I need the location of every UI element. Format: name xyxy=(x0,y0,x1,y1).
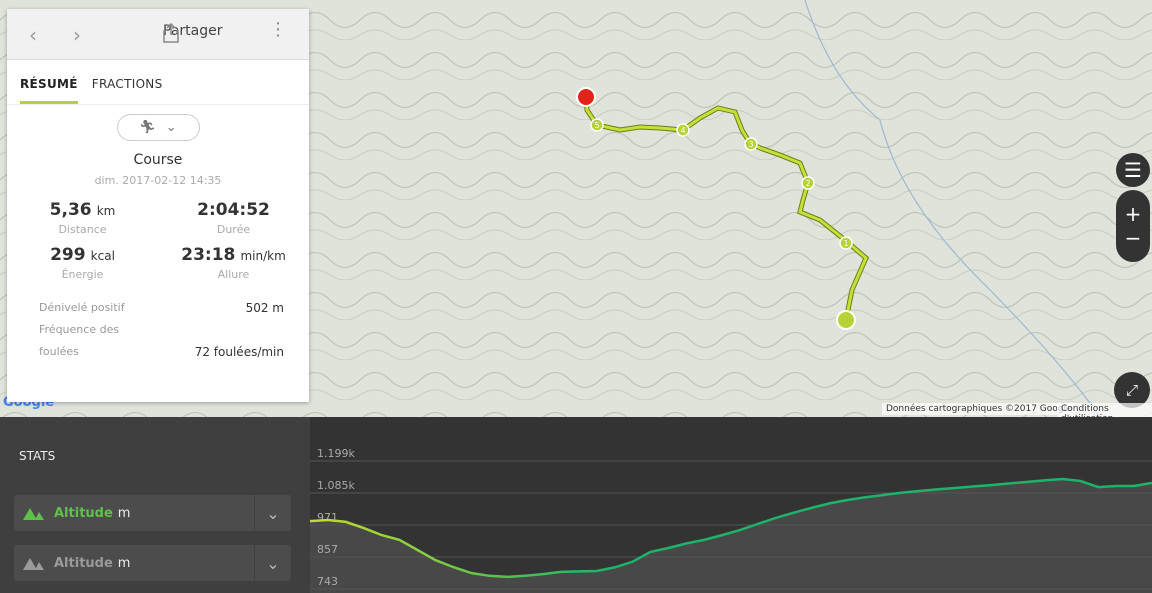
stat-selector-secondary[interactable]: Altitude m ⌄ xyxy=(14,545,291,581)
share-button[interactable]: Partager xyxy=(163,23,222,43)
lap-marker[interactable]: 1 xyxy=(839,236,853,250)
share-icon xyxy=(163,23,179,43)
chevron-down-icon[interactable]: ⌄ xyxy=(254,495,291,531)
zoom-control: + − xyxy=(1116,190,1150,262)
next-button[interactable]: › xyxy=(73,23,81,47)
svg-text:4: 4 xyxy=(680,126,685,135)
metric-distance: 5,36 km Distance xyxy=(49,200,116,236)
stats-sidebar: STATS Altitude m ⌄ Altitude m ⌄ xyxy=(0,417,310,593)
lap-marker[interactable]: 4 xyxy=(676,123,690,137)
map-attribution: Données cartographiques ©2017 Google xyxy=(882,403,1076,415)
svg-text:2: 2 xyxy=(805,179,810,188)
metric-pace: 23:18 min/km Allure xyxy=(181,245,286,281)
tab-fractions[interactable]: FRACTIONS xyxy=(91,77,163,91)
lap-marker[interactable]: 5 xyxy=(590,118,604,132)
activity-panel: ‹ › Partager ⋮ RÉSUMÉ FRACTIONS 🏃︎ ⌄ Cour… xyxy=(7,9,309,402)
zoom-out-button[interactable]: − xyxy=(1124,226,1142,250)
running-icon: 🏃︎ xyxy=(139,120,156,135)
y-tick-label: 971 xyxy=(317,511,338,524)
start-marker xyxy=(836,310,856,330)
chevron-down-icon: ⌄ xyxy=(165,120,177,135)
metric-duration: 2:04:52 Durée xyxy=(197,200,270,236)
detail-ascent: Dénivelé positif 502 m xyxy=(39,301,284,315)
svg-text:1: 1 xyxy=(843,239,848,248)
y-tick-label: 743 xyxy=(317,575,338,588)
mountain-icon xyxy=(23,508,44,520)
y-tick-label: 857 xyxy=(317,543,338,556)
lap-marker[interactable]: 2 xyxy=(801,176,815,190)
activity-title: Course xyxy=(133,152,183,168)
altitude-chart[interactable]: 1.199k 1.085k 971 857 743 xyxy=(310,417,1152,593)
more-options-icon[interactable]: ⋮ xyxy=(269,19,287,40)
tab-resume[interactable]: RÉSUMÉ xyxy=(20,60,78,104)
end-marker xyxy=(576,87,596,107)
svg-text:5: 5 xyxy=(594,121,599,130)
zoom-in-button[interactable]: + xyxy=(1124,202,1142,226)
activity-date: dim. 2017-02-12 14:35 xyxy=(94,174,222,187)
stats-title: STATS xyxy=(19,449,56,463)
mountain-icon xyxy=(23,558,44,570)
fullscreen-button[interactable]: ⤢ xyxy=(1114,372,1150,408)
metric-energy: 299 kcal Énergie xyxy=(50,245,115,281)
lap-marker[interactable]: 3 xyxy=(744,137,758,151)
previous-button[interactable]: ‹ xyxy=(29,23,37,47)
detail-cadence: Fréquence des foulées 72 foulées/min xyxy=(39,323,284,359)
layers-menu-button[interactable]: ☰ xyxy=(1116,153,1150,187)
y-tick-label: 1.199k xyxy=(317,447,355,460)
area-fill xyxy=(310,478,1152,593)
stat-selector-primary[interactable]: Altitude m ⌄ xyxy=(14,495,291,531)
svg-text:3: 3 xyxy=(748,140,753,149)
chevron-down-icon[interactable]: ⌄ xyxy=(254,545,291,581)
altitude-line xyxy=(310,477,1152,579)
activity-type-dropdown[interactable]: 🏃︎ ⌄ xyxy=(116,114,200,141)
y-tick-label: 1.085k xyxy=(317,479,355,492)
terms-link[interactable]: Conditions d'utilisation xyxy=(1057,403,1152,417)
